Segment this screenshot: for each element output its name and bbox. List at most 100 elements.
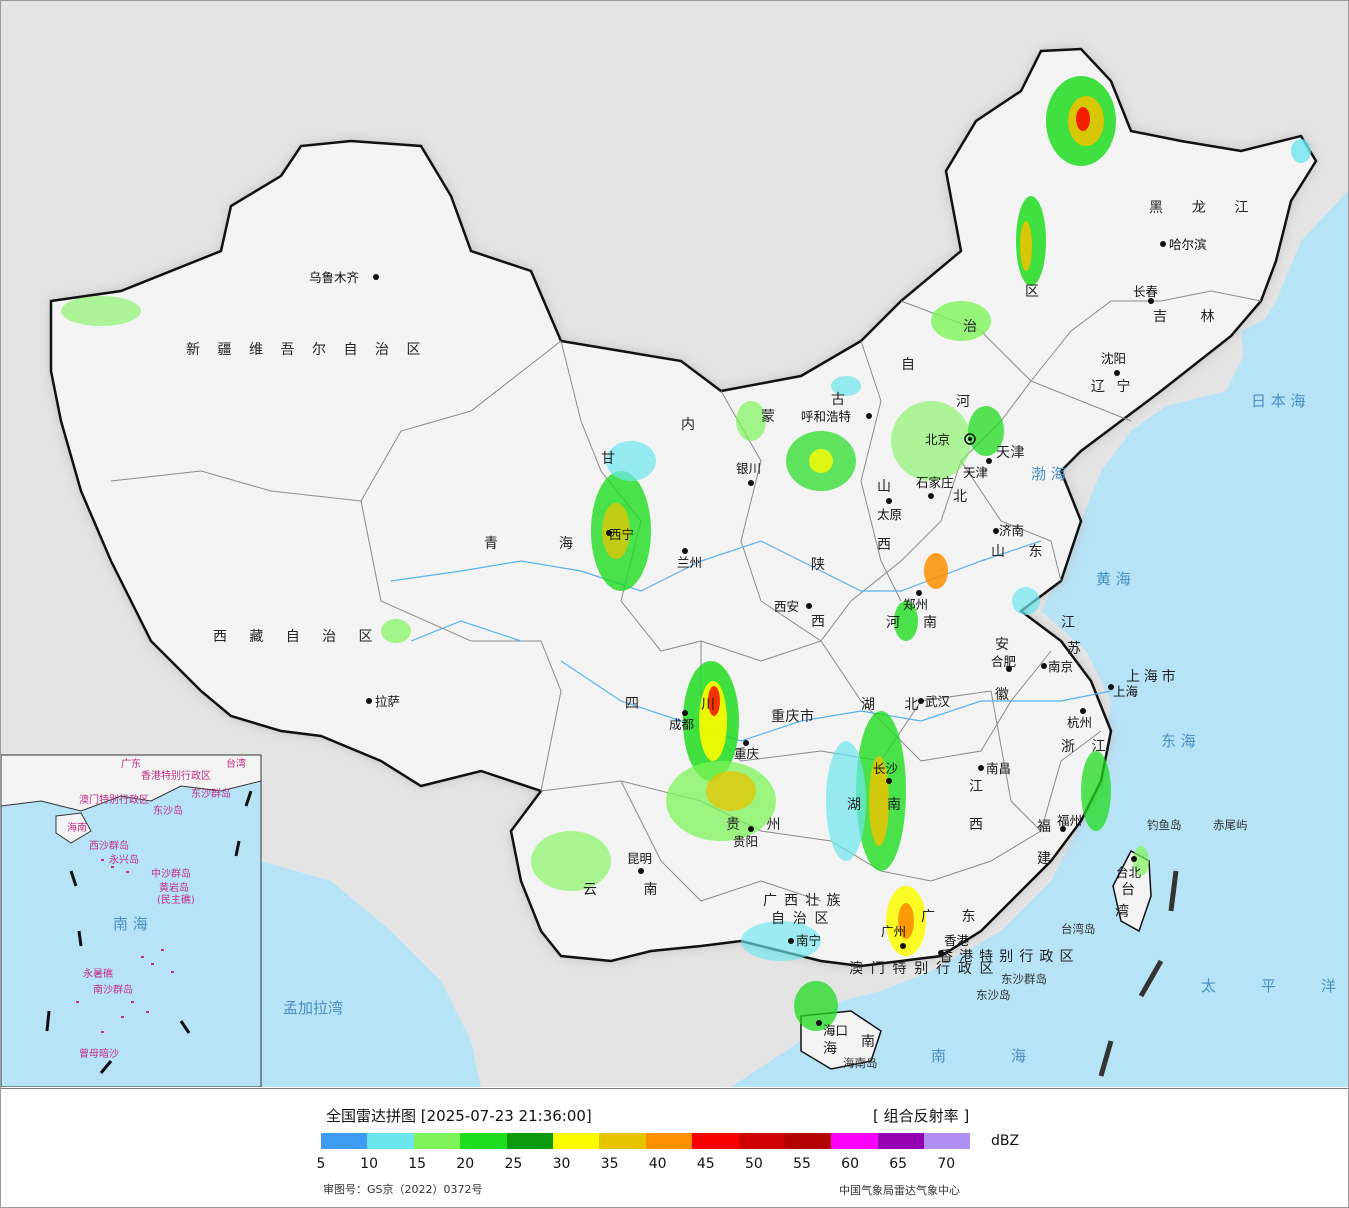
- color-swatch: [506, 1133, 553, 1149]
- prov-shanghai: 上海市: [1126, 668, 1176, 685]
- sea-yellow: 黄 海: [1096, 570, 1131, 588]
- city-dot-changsha: [886, 778, 892, 784]
- scale-tick-label: 15: [408, 1156, 427, 1172]
- color-swatch: [924, 1133, 971, 1149]
- inset-taiwan: 台湾: [226, 757, 246, 770]
- rivers: [390, 540, 1112, 742]
- scale-tick-label: 20: [456, 1156, 475, 1172]
- city-shenyang: 沈阳: [1101, 351, 1126, 366]
- island-diaoyu: 钓鱼岛: [1147, 818, 1182, 832]
- city-guangzhou: 广州: [881, 924, 906, 939]
- city-xian: 西安: [774, 599, 799, 614]
- prov-jiangsu-su: 苏: [1067, 641, 1082, 657]
- city-fuzhou: 福州: [1057, 813, 1082, 828]
- city-dot-shijiazhuang: [928, 493, 934, 499]
- prov-fujian-jian: 建: [1037, 851, 1052, 867]
- city-nanjing: 南京: [1048, 659, 1073, 674]
- scale-tick-label: 30: [552, 1156, 571, 1172]
- map-approval-number: 审图号：GS京（2022）0372号: [323, 1183, 483, 1196]
- prov-hunan-nan: 南: [887, 797, 902, 813]
- prov-hk: 香港特别行政区: [939, 949, 1074, 965]
- prov-fujian-fu: 福: [1037, 819, 1052, 835]
- city-hongkong: 香港: [944, 933, 970, 948]
- prov-neimenggu-zi: 自: [901, 357, 916, 373]
- scale-tick-label: 25: [504, 1156, 523, 1172]
- city-haikou: 海口: [823, 1023, 848, 1038]
- color-swatch: [877, 1133, 925, 1149]
- prov-hebei-bei: 北: [953, 489, 968, 505]
- prov-sichuan-chuan: 川: [701, 697, 716, 713]
- city-dot-lanzhou: [682, 548, 688, 554]
- city-dot-haikou: [816, 1020, 822, 1026]
- city-xining: 西宁: [609, 527, 634, 542]
- scale-tick-label: 60: [841, 1156, 859, 1172]
- bay-of-bengal: [261, 861, 481, 1087]
- city-dot-jinan: [993, 528, 999, 534]
- inset-guangdong: 广东: [121, 757, 141, 770]
- prov-shaanxi-shan: 陕: [811, 557, 826, 573]
- city-harbin: 哈尔滨: [1169, 237, 1207, 252]
- city-shanghai: 上海: [1113, 684, 1139, 699]
- prov-qinghai-1: 青: [484, 536, 499, 552]
- inset-nansha: 南沙群岛: [93, 983, 133, 996]
- prov-taiwan-wan: 湾: [1115, 903, 1130, 920]
- sea-bengal: 孟加拉湾: [283, 999, 343, 1017]
- prov-neimenggu-nei: 内: [681, 417, 696, 433]
- city-changsha: 长沙: [873, 761, 899, 776]
- city-dot-chongqing: [743, 740, 749, 746]
- color-swatch: [460, 1133, 507, 1149]
- island-dongsha: 东沙岛: [976, 988, 1011, 1002]
- color-swatch: [367, 1133, 414, 1149]
- city-dot-guiyang: [748, 826, 754, 832]
- prov-guizhou: 贵 州: [726, 817, 781, 833]
- color-swatch: [831, 1133, 878, 1149]
- prov-neimenggu-qu: 区: [1025, 284, 1040, 300]
- city-yinchuan: 银川: [736, 461, 761, 476]
- city-dot-taiyuan: [886, 498, 892, 504]
- inset-reef-dots: [76, 859, 174, 1033]
- scale-tick-label: 40: [648, 1156, 667, 1172]
- prov-hainan-nan: 南: [861, 1034, 876, 1050]
- island-chiwei: 赤尾屿: [1213, 818, 1248, 832]
- city-lanzhou: 兰州: [677, 555, 702, 570]
- city-dot-yinchuan: [748, 480, 754, 486]
- legend-title: 全国雷达拼图 [2025-07-23 21:36:00]: [326, 1107, 592, 1125]
- color-swatch: [552, 1133, 600, 1149]
- prov-neimenggu-meng: 蒙: [761, 409, 776, 425]
- color-swatch: [784, 1133, 832, 1149]
- city-dot-shenyang: [1114, 370, 1120, 376]
- radar-map[interactable]: 新疆维吾尔自治区 西藏自治区 青 海 甘 内 蒙 古 自 治 区 黑龙江 吉林 …: [1, 1, 1348, 1087]
- city-dot-urumqi: [373, 274, 379, 280]
- sea-boundary-dashes: [1098, 870, 1179, 1077]
- city-beijing: 北京: [925, 432, 950, 447]
- prov-gansu: 甘: [601, 451, 616, 467]
- prov-chongqing: 重庆市: [771, 708, 815, 725]
- city-dot-tianjin: [986, 458, 992, 464]
- prov-anhui-hui: 徽: [995, 687, 1010, 703]
- city-dot-hefei: [1006, 666, 1012, 672]
- city-dot-fuzhou: [1060, 826, 1066, 832]
- organization-credit: 中国气象局雷达气象中心: [839, 1184, 960, 1197]
- city-dot-xian: [806, 603, 812, 609]
- city-dot-nanchang: [978, 765, 984, 771]
- prov-qinghai-2: 海: [559, 536, 574, 552]
- city-dot-shanghai: [1108, 684, 1114, 690]
- city-dot-changchun: [1148, 298, 1154, 304]
- city-hefei: 合肥: [991, 654, 1017, 669]
- city-dot-hongkong: [938, 950, 944, 956]
- prov-hunan-hu: 湖: [847, 797, 862, 813]
- capital-dot-beijing: [968, 437, 972, 441]
- city-kunming: 昆明: [627, 851, 652, 866]
- prov-macau: 澳门特别行政区: [849, 961, 994, 977]
- prov-henan-he: 河: [886, 615, 901, 631]
- city-dot-hohhot: [866, 413, 872, 419]
- south-china-sea-inset[interactable]: 广东 香港特别行政区 澳门特别行政区 台湾 东沙群岛 东沙岛 海南 西沙群岛 永…: [1, 754, 262, 1087]
- city-tianjin: 天津: [963, 465, 988, 480]
- city-nanchang: 南昌: [986, 761, 1011, 776]
- prov-hainan-hai: 海: [823, 1041, 838, 1057]
- prov-jiangsu-jiang: 江: [1061, 615, 1076, 631]
- city-taiyuan: 太原: [877, 507, 902, 522]
- inset-xisha: 西沙群岛: [89, 839, 129, 852]
- city-urumqi: 乌鲁木齐: [309, 270, 360, 285]
